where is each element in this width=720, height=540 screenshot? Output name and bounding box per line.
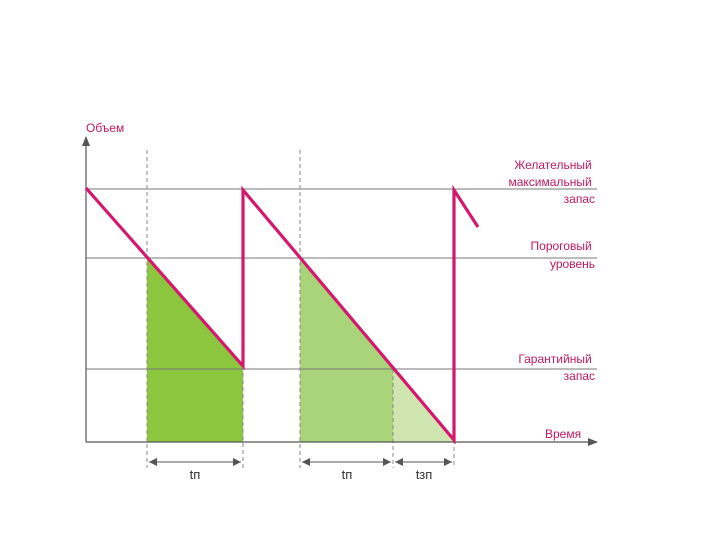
lead-time-label-1: tп — [190, 467, 201, 482]
y-axis-label: Объем — [86, 121, 124, 135]
lead-time-label-2: tп — [342, 467, 353, 482]
delay-time-label: tзп — [416, 467, 433, 482]
stock-level-sawtooth — [84, 184, 480, 445]
threshold-label: Пороговый уровень — [531, 239, 595, 271]
lead-time-fill-2 — [300, 258, 393, 442]
lead-time-fill-1 — [147, 258, 243, 442]
max-stock-label: Желательный максимальный запас — [509, 158, 596, 206]
x-axis-label: Время — [545, 427, 581, 441]
safety-stock-label: Гарантийный запас — [518, 352, 595, 383]
